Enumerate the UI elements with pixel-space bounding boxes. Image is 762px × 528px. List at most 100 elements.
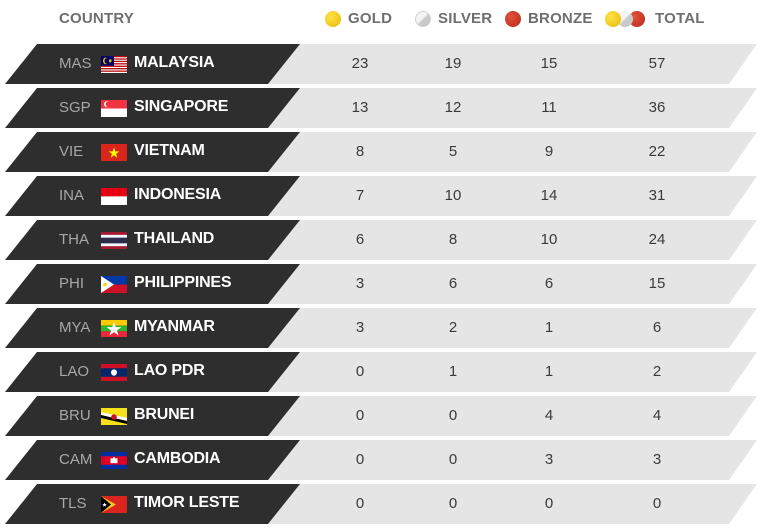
gold-medal-icon — [325, 10, 341, 27]
total-count: 2 — [652, 363, 662, 380]
silver-medal-icon — [415, 10, 431, 27]
row-background — [5, 176, 757, 216]
country-name: TIMOR LESTE — [134, 494, 240, 511]
silver-count: 0 — [448, 451, 458, 468]
country-name: CAMBODIA — [134, 450, 221, 467]
country-code: SGP — [59, 99, 91, 116]
country-name: MYANMAR — [134, 318, 215, 335]
total-count: 4 — [652, 407, 662, 424]
total-column-header: TOTAL — [605, 10, 705, 27]
table-row: VIE VIETNAM 8 5 9 22 — [0, 132, 762, 172]
silver-count: 1 — [448, 363, 458, 380]
bronze-count: 1 — [544, 319, 554, 336]
singapore-flag-icon — [101, 100, 127, 117]
row-background — [5, 484, 757, 524]
bronze-count: 10 — [540, 231, 558, 248]
thailand-flag-icon — [101, 232, 127, 249]
laos-flag-icon — [101, 364, 127, 381]
country-name: BRUNEI — [134, 406, 195, 423]
total-count: 3 — [652, 451, 662, 468]
bronze-count: 11 — [541, 99, 557, 116]
silver-header-label: SILVER — [438, 10, 493, 27]
country-column-header: COUNTRY — [59, 10, 135, 27]
table-row: CAM CAMBODIA 0 0 3 3 — [0, 440, 762, 480]
table-row: LAO LAO PDR 0 1 1 2 — [0, 352, 762, 392]
row-background — [5, 396, 757, 436]
cambodia-flag-icon — [101, 452, 127, 469]
bronze-column-header: BRONZE — [505, 10, 593, 27]
row-background — [5, 44, 757, 84]
table-row: THA THAILAND 6 8 10 24 — [0, 220, 762, 260]
gold-count: 8 — [355, 143, 365, 160]
brunei-flag-icon — [101, 408, 127, 425]
total-count: 22 — [648, 143, 666, 160]
gold-count: 0 — [355, 363, 365, 380]
country-name: MALAYSIA — [134, 54, 215, 71]
total-count: 57 — [648, 55, 666, 72]
row-background — [5, 352, 757, 392]
gold-count: 13 — [351, 99, 369, 116]
bronze-medal-icon — [505, 10, 521, 27]
country-name: VIETNAM — [134, 142, 205, 159]
gold-count: 6 — [355, 231, 365, 248]
country-code: VIE — [59, 143, 84, 160]
silver-count: 10 — [444, 187, 462, 204]
row-background — [5, 308, 757, 348]
table-row: PHI PHILIPPINES 3 6 6 15 — [0, 264, 762, 304]
table-row: INA INDONESIA 7 10 14 31 — [0, 176, 762, 216]
total-header-label: TOTAL — [655, 10, 705, 27]
indonesia-flag-icon — [101, 188, 127, 205]
gold-count: 0 — [355, 451, 365, 468]
country-code: INA — [59, 187, 85, 204]
vietnam-flag-icon — [101, 144, 127, 161]
total-count: 0 — [652, 495, 662, 512]
silver-count: 2 — [448, 319, 458, 336]
bronze-count: 0 — [544, 495, 554, 512]
gold-count: 0 — [355, 407, 365, 424]
gold-count: 0 — [355, 495, 365, 512]
silver-column-header: SILVER — [415, 10, 492, 27]
country-code: PHI — [59, 275, 85, 292]
silver-count: 19 — [444, 55, 462, 72]
bronze-count: 15 — [540, 55, 558, 72]
country-name: SINGAPORE — [134, 98, 229, 115]
malaysia-flag-icon — [101, 56, 127, 73]
country-code: LAO — [59, 363, 90, 380]
row-background — [5, 220, 757, 260]
table-row: MAS MALAYSIA 23 19 15 57 — [0, 44, 762, 84]
bronze-count: 1 — [544, 363, 554, 380]
total-medals-icon — [605, 10, 649, 27]
row-background — [5, 264, 757, 304]
bronze-count: 4 — [544, 407, 554, 424]
country-code: TLS — [59, 495, 87, 512]
country-code: BRU — [59, 407, 91, 424]
silver-count: 0 — [448, 495, 458, 512]
country-code: CAM — [59, 451, 93, 468]
country-name: INDONESIA — [134, 186, 222, 203]
gold-header-label: GOLD — [348, 10, 393, 27]
row-background — [5, 132, 757, 172]
bronze-count: 3 — [544, 451, 554, 468]
row-background — [5, 88, 757, 128]
total-count: 6 — [652, 319, 662, 336]
bronze-count: 14 — [540, 187, 558, 204]
gold-column-header: GOLD — [325, 10, 392, 27]
country-name: LAO PDR — [134, 362, 205, 379]
table-row: SGP SINGAPORE 13 12 11 36 — [0, 88, 762, 128]
gold-count: 3 — [355, 275, 365, 292]
philippines-flag-icon — [101, 276, 127, 293]
total-count: 24 — [648, 231, 666, 248]
table-row: TLS TIMOR LESTE 0 0 0 0 — [0, 484, 762, 524]
medal-table-header: COUNTRY GOLD SILVER BRONZE TOTAL — [0, 0, 762, 38]
total-count: 36 — [648, 99, 666, 116]
silver-count: 6 — [448, 275, 458, 292]
timor-leste-flag-icon — [101, 496, 127, 513]
silver-count: 12 — [444, 99, 462, 116]
bronze-header-label: BRONZE — [528, 10, 593, 27]
total-count: 15 — [648, 275, 666, 292]
country-code: MYA — [59, 319, 91, 336]
row-background — [5, 440, 757, 480]
table-row: BRU BRUNEI 0 0 4 4 — [0, 396, 762, 436]
myanmar-flag-icon — [101, 320, 127, 337]
gold-count: 7 — [355, 187, 365, 204]
